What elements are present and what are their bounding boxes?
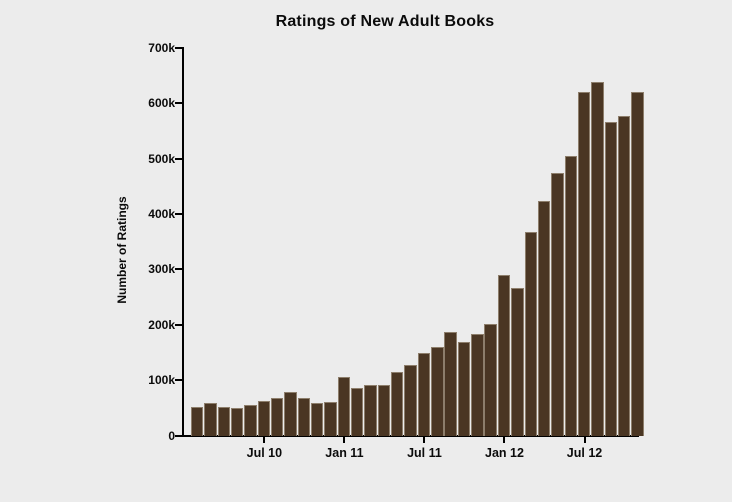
bar-apr-2012 (537, 201, 551, 436)
bar-may-2012 (551, 173, 564, 436)
y-tick-700k (175, 47, 182, 49)
bar-oct-2012 (617, 116, 631, 436)
x-tick-label-jul-10: Jul 10 (246, 446, 283, 460)
x-tick-label-jul-12: Jul 12 (566, 446, 603, 460)
bar-sep-2012 (604, 122, 617, 436)
y-tick-label-700k: 700k (148, 41, 175, 55)
y-tick-label-400k: 400k (148, 207, 175, 222)
bar-jun-2011 (404, 365, 417, 436)
y-tick-600k (175, 102, 182, 105)
y-axis-line (182, 47, 184, 437)
bar-nov-2011 (471, 334, 484, 436)
bar-sep-2010 (284, 392, 297, 436)
bar-oct-2011 (457, 341, 471, 436)
x-tick-label-jan-11: Jan 11 (325, 446, 364, 460)
bar-oct-2010 (297, 398, 311, 436)
bar-jun-2012 (564, 155, 577, 436)
y-tick-300k (175, 268, 182, 271)
x-tick-jul-12 (583, 437, 586, 443)
bar-nov-2012 (631, 92, 644, 436)
plot-area: 0 100k 200k 300k 400k 500k 600k 700k Jul 10 Jan 1… (148, 42, 644, 460)
y-tick-label-600k: 600k (148, 96, 175, 111)
bar-jul-2012 (577, 91, 591, 436)
bar-jul-2011 (417, 352, 431, 436)
y-tick-0 (175, 434, 182, 437)
x-tick-jul-10 (263, 437, 266, 443)
bar-jul-2010 (257, 400, 271, 436)
x-tick-jan-12 (503, 437, 506, 443)
bar-mar-2012 (524, 231, 537, 436)
x-tick-jul-11 (423, 437, 426, 443)
bar-feb-2011 (351, 387, 364, 436)
y-tick-400k (175, 213, 182, 216)
bar-jan-2012 (497, 275, 511, 436)
y-axis-title: Number of Ratings (115, 196, 129, 304)
chart-title: Ratings of New Adult Books (275, 13, 495, 30)
y-tick-label-500k: 500k (148, 151, 175, 166)
bar-feb-2010 (191, 407, 204, 436)
bar-apr-2010 (217, 406, 231, 436)
bar-may-2010 (231, 408, 244, 436)
bar-mar-2011 (364, 384, 377, 436)
bar-jun-2010 (244, 405, 257, 436)
bar-aug-2012 (591, 81, 604, 436)
bar-nov-2010 (311, 403, 324, 436)
bar-apr-2011 (377, 384, 391, 436)
bar-dec-2010 (324, 402, 337, 436)
y-tick-label-0: 0 (168, 428, 175, 443)
bar-feb-2012 (511, 288, 524, 436)
x-tick-label-jan-12: Jan 12 (485, 446, 524, 460)
x-axis-line (182, 435, 639, 437)
bar-aug-2011 (431, 347, 444, 436)
bar-sep-2011 (444, 332, 457, 436)
y-tick-label-300k: 300k (148, 262, 175, 277)
bar-dec-2011 (484, 324, 497, 436)
x-tick-label-jul-11: Jul 11 (407, 446, 442, 460)
bar-aug-2010 (271, 398, 284, 436)
y-tick-200k (175, 323, 182, 326)
bar-may-2011 (391, 372, 404, 436)
y-tick-label-100k: 100k (148, 373, 175, 388)
y-tick-label-200k: 200k (148, 317, 175, 332)
y-tick-500k (175, 157, 182, 160)
x-tick-jan-11 (343, 437, 346, 443)
y-tick-100k (175, 379, 182, 382)
bar-jan-2011 (337, 376, 351, 436)
bar-mar-2010 (204, 402, 217, 436)
